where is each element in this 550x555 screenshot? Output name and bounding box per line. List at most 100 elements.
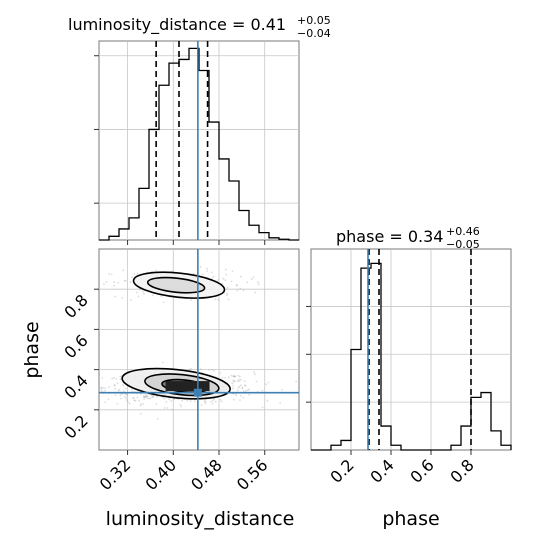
joint-sample-point — [145, 395, 148, 398]
phase-marginal-panel — [306, 248, 512, 455]
joint-sample-point — [122, 383, 124, 386]
joint-sample-point — [118, 388, 120, 391]
joint-sample-point — [181, 399, 184, 402]
joint-sample-point — [226, 294, 228, 297]
joint-sample-point — [236, 380, 239, 383]
joint-sample-point — [122, 384, 125, 387]
joint-sample-point — [189, 400, 192, 403]
joint-sample-point — [125, 399, 128, 401]
joint-sample-point — [142, 403, 145, 405]
joint-sample-point — [123, 390, 125, 393]
joint-sample-point — [94, 406, 96, 408]
joint-sample-point — [239, 275, 242, 278]
joint-sample-point — [204, 400, 207, 403]
joint-sample-point — [221, 376, 224, 379]
joint-sample-point — [160, 295, 163, 298]
phase-title-sup: +0.46 — [446, 225, 480, 238]
x-tick-label-luminosity-distance: 0.56 — [233, 455, 272, 494]
joint-sample-point — [156, 395, 158, 398]
joint-sample-point — [124, 279, 127, 282]
y-tick-label-phase: 0.2 — [60, 411, 91, 442]
joint-sample-point — [237, 378, 240, 381]
joint-sample-point — [203, 400, 206, 403]
joint-sample-point — [123, 396, 126, 398]
joint-sample-point — [146, 397, 149, 400]
joint-sample-point — [152, 395, 155, 398]
joint-sample-point — [243, 384, 246, 387]
joint-sample-point — [93, 379, 95, 381]
joint-sample-point — [116, 402, 119, 405]
joint-sample-point — [103, 389, 106, 392]
x-tick-label-luminosity-distance: 0.32 — [96, 455, 135, 494]
joint-truth-marker — [193, 388, 202, 397]
joint-sample-point — [200, 404, 203, 406]
joint-sample-point — [237, 386, 240, 389]
joint-sample-point — [234, 375, 236, 378]
joint-sample-point — [149, 397, 152, 400]
y-tick-label-phase: 0.8 — [60, 291, 91, 322]
luminosity-distance-marginal-panel — [94, 40, 300, 245]
joint-sample-point — [188, 368, 191, 371]
joint-sample-point — [113, 281, 115, 284]
joint-sample-point — [244, 384, 247, 387]
joint-sample-point — [144, 396, 146, 399]
joint-sample-point — [140, 393, 142, 395]
joint-sample-point — [236, 389, 239, 392]
joint-sample-point — [143, 293, 145, 296]
joint-sample-point — [239, 287, 242, 290]
joint-sample-point — [127, 400, 129, 403]
joint-sample-point — [220, 400, 223, 403]
joint-sample-point — [295, 380, 298, 383]
joint-sample-point — [117, 281, 120, 284]
joint-sample-point — [206, 267, 208, 270]
x-axis-title-phase: phase — [382, 508, 439, 530]
joint-sample-point — [179, 403, 182, 406]
joint-sample-point — [281, 388, 283, 391]
joint-sample-point — [225, 268, 227, 271]
joint-sample-point — [227, 376, 230, 379]
joint-sample-point — [99, 393, 100, 395]
joint-sample-point — [126, 394, 129, 397]
joint-sample-point — [143, 398, 146, 401]
joint-sample-point — [107, 398, 110, 401]
joint-sample-point — [246, 281, 249, 284]
joint-sample-point — [232, 387, 234, 390]
joint-sample-point — [267, 381, 270, 384]
joint-sample-point — [217, 299, 220, 301]
joint-sample-point — [49, 378, 51, 380]
joint-sample-point — [232, 398, 235, 401]
joint-sample-point — [239, 378, 242, 381]
joint-sample-point — [241, 386, 244, 389]
joint-sample-point — [190, 299, 192, 302]
joint-sample-point — [244, 389, 247, 392]
joint-sample-point — [242, 396, 245, 399]
joint-sample-point — [250, 278, 253, 280]
joint-sample-point — [124, 393, 127, 396]
joint-sample-point — [257, 281, 259, 284]
joint-sample-point — [214, 400, 217, 403]
joint-sample-point — [166, 407, 169, 409]
x-tick-label-phase: 0.2 — [326, 455, 357, 486]
joint-sample-point — [173, 398, 176, 401]
joint-sample-point — [255, 380, 258, 383]
joint-sample-point — [213, 398, 215, 400]
joint-sample-point — [211, 368, 214, 371]
x-axis-title-luminosity-distance: luminosity_distance — [106, 508, 295, 530]
joint-sample-point — [122, 269, 124, 272]
joint-sample-point — [142, 291, 144, 293]
joint-sample-point — [231, 270, 234, 273]
joint-sample-point — [151, 294, 154, 297]
joint-sample-point — [113, 384, 116, 387]
joint-sample-point — [136, 396, 139, 399]
joint-sample-point — [103, 283, 105, 286]
joint-sample-point — [143, 395, 145, 398]
joint-sample-point — [243, 380, 246, 382]
joint-sample-point — [113, 383, 116, 386]
joint-sample-point — [239, 399, 241, 402]
joint-sample-point — [100, 386, 103, 389]
joint-sample-point — [104, 387, 107, 390]
joint-sample-point — [100, 389, 103, 392]
phase-marginal-frame — [310, 248, 512, 451]
luminosity-distance-title-sup: +0.05 — [297, 14, 331, 27]
joint-sample-point — [129, 298, 132, 301]
